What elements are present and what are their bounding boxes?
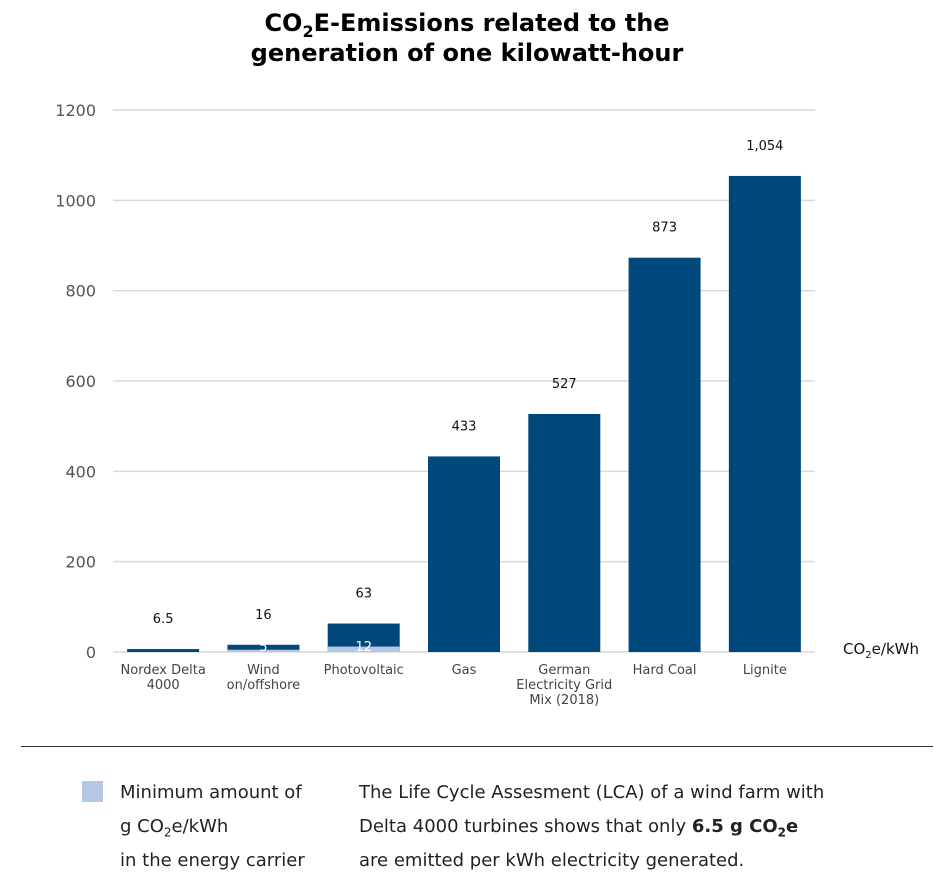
- category-label: Mix (2018): [529, 693, 599, 708]
- category-label: German: [538, 663, 590, 678]
- bar: [528, 413, 601, 652]
- category-label: on/offshore: [227, 678, 301, 693]
- y-tick-label: 1000: [55, 191, 96, 210]
- y-tick-label: 200: [65, 553, 96, 572]
- data-label: 63: [355, 587, 372, 602]
- category-label: Lignite: [743, 663, 787, 678]
- chart-title-line2: generation of one kilowatt-hour: [250, 39, 684, 67]
- legend-line2b: e/kWh: [171, 816, 229, 837]
- category-label: 4000: [147, 678, 180, 693]
- legend-line1: Minimum amount of: [120, 782, 302, 803]
- bar-chart: 0 200 400 600 800 1000 1200 6.5 Nordex Delta4000…: [55, 101, 919, 708]
- y-tick-label: 0: [86, 643, 96, 662]
- lca-note: The Life Cycle Assesment (LCA) of a wind…: [359, 776, 824, 878]
- legend-text: Minimum amount of g CO2e/kWh in the ener…: [120, 776, 305, 878]
- minimum-label: 12: [355, 640, 372, 655]
- y-tick-label: 1200: [55, 101, 96, 120]
- category-label: Gas: [452, 663, 477, 678]
- unit-label: CO2e/kWh: [843, 640, 919, 661]
- category-label: Hard Coal: [633, 663, 697, 678]
- title-rest: E-Emissions related to the: [313, 9, 670, 37]
- data-label: 6.5: [153, 612, 174, 627]
- note-line2a: Delta 4000 turbines shows that only: [359, 816, 692, 837]
- data-label: 527: [552, 377, 577, 392]
- y-tick-label: 800: [65, 282, 96, 301]
- bar: [428, 456, 500, 652]
- legend-line2a: g CO: [120, 816, 164, 837]
- minimum-bar-segment: [327, 646, 400, 652]
- note-line3: are emitted per kWh electricity generate…: [359, 850, 745, 871]
- minimum-label: 5: [259, 640, 267, 655]
- legend-line2sub: 2: [163, 825, 172, 840]
- data-label: 873: [652, 221, 677, 236]
- bar: [628, 257, 701, 652]
- bar: [127, 649, 200, 652]
- y-tick-label: 400: [65, 462, 96, 481]
- legend-line2: g CO2e/kWh: [120, 810, 305, 844]
- bar: [728, 175, 801, 652]
- title-sub: 2: [302, 21, 314, 41]
- title-co: CO: [264, 9, 303, 37]
- chart-title: CO2E-Emissions related to the generation…: [0, 8, 934, 68]
- category-label: Photovoltaic: [324, 663, 404, 678]
- data-label: 433: [452, 419, 477, 434]
- note-line1: The Life Cycle Assesment (LCA) of a wind…: [359, 782, 825, 803]
- category-label: Nordex Delta: [120, 663, 205, 678]
- category-label: Electricity Grid: [516, 678, 612, 693]
- category-label: Wind: [247, 663, 280, 678]
- legend-swatch-minimum: [82, 781, 103, 802]
- chart-title-line1: CO2E-Emissions related to the: [0, 8, 934, 41]
- bar: [227, 644, 300, 652]
- data-label: 16: [255, 608, 272, 623]
- note-bold-sub: 2: [777, 825, 787, 840]
- y-tick-label: 600: [65, 372, 96, 391]
- minimum-bar-segment: [227, 649, 300, 652]
- legend-line3: in the energy carrier: [120, 850, 305, 871]
- note-bold-value: 6.5 g CO: [691, 816, 778, 837]
- data-label: 1,054: [746, 139, 783, 154]
- divider: [21, 746, 933, 747]
- note-line2: Delta 4000 turbines shows that only 6.5 …: [359, 810, 824, 844]
- note-bold-e: e: [786, 816, 799, 837]
